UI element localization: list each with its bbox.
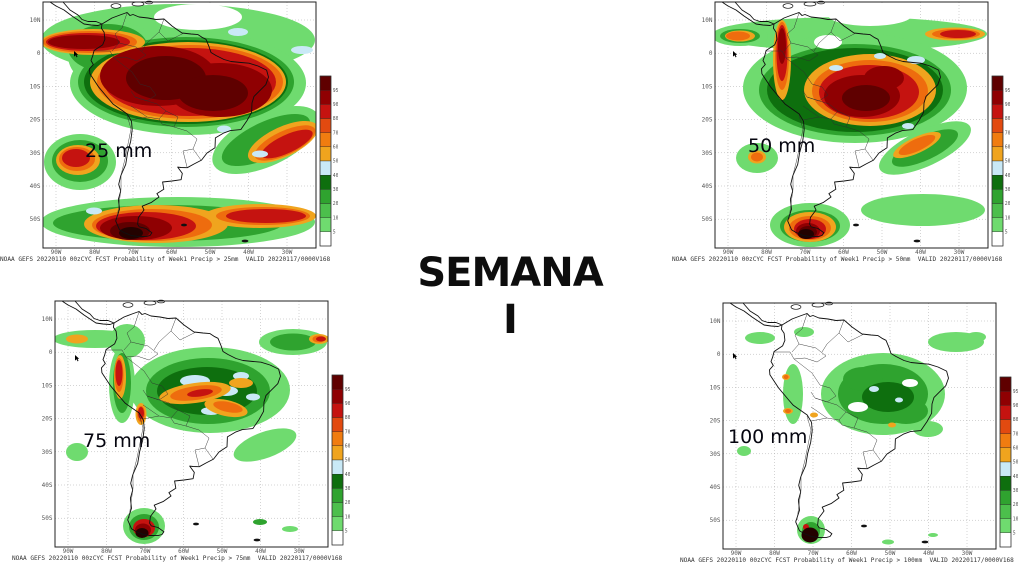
page-title-line1: SEMANA xyxy=(417,250,603,296)
map-caption: NOAA GEFS 20220110 00zCYC FCST Probabili… xyxy=(672,256,1003,263)
map-caption: NOAA GEFS 20220110 00zCYC FCST Probabili… xyxy=(0,256,331,263)
map-caption: NOAA GEFS 20220110 00zCYC FCST Probabili… xyxy=(680,557,1014,564)
panel-100mm: 100 mm NOAA GEFS 20220110 00zCYC FCST Pr… xyxy=(678,299,1018,571)
precip-map-75mm: 75 mm NOAA GEFS 20220110 00zCYC FCST Pro… xyxy=(12,299,350,562)
map-caption: NOAA GEFS 20220110 00zCYC FCST Probabili… xyxy=(12,555,343,562)
panel-25mm: 25 mm NOAA GEFS 20220110 00zCYC FCST Pro… xyxy=(0,0,338,270)
precip-map-25mm: 25 mm NOAA GEFS 20220110 00zCYC FCST Pro… xyxy=(0,0,338,263)
page-title: SEMANA I xyxy=(400,250,620,344)
threshold-label: 50 mm xyxy=(748,135,815,157)
precip-field-75mm xyxy=(55,324,328,544)
precip-map-50mm: 50 mm NOAA GEFS 20220110 00zCYC FCST Pro… xyxy=(672,0,1010,263)
threshold-label: 100 mm xyxy=(728,426,807,448)
precip-field-100mm xyxy=(737,327,986,545)
threshold-label: 75 mm xyxy=(83,430,150,452)
precip-field-25mm xyxy=(43,4,316,247)
panel-75mm: 75 mm NOAA GEFS 20220110 00zCYC FCST Pro… xyxy=(10,297,350,569)
precip-map-100mm: 100 mm NOAA GEFS 20220110 00zCYC FCST Pr… xyxy=(680,301,1018,564)
page-title-line2: I xyxy=(503,297,518,344)
precip-field-50mm xyxy=(715,4,987,247)
threshold-label: 25 mm xyxy=(85,140,152,162)
panel-50mm: 50 mm NOAA GEFS 20220110 00zCYC FCST Pro… xyxy=(670,0,1010,270)
